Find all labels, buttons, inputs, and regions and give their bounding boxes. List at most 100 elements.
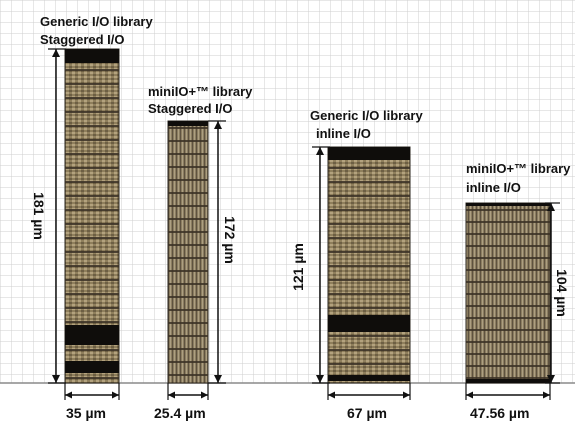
generic-staggered-die-stripe: [65, 181, 119, 183]
generic-staggered-die-stripe: [65, 321, 119, 323]
generic-inline-die-stripe: [328, 349, 410, 351]
miniio-staggered-title-line1: miniIO+™ library: [148, 84, 253, 99]
generic-staggered-die-stripe: [65, 237, 119, 239]
miniio-inline-height-dim-arrow-down: [547, 375, 555, 383]
miniio-inline-width-dim-arrow-right: [543, 391, 550, 399]
miniio-inline-height-label: 104 µm: [554, 269, 570, 317]
miniio-staggered-height-dim-arrow-up: [214, 121, 222, 129]
generic-staggered-die-stripe: [65, 125, 119, 127]
miniio-inline-die-stripe: [466, 317, 550, 319]
generic-staggered-die-stripe: [65, 223, 119, 225]
generic-inline-die-stripe: [328, 237, 410, 239]
miniio-inline-title-line1: miniIO+™ library: [466, 161, 571, 176]
miniio-inline-die-stripe: [466, 245, 550, 247]
miniio-staggered-die-stripe: [168, 374, 208, 376]
miniio-inline-die-dark-band: [466, 379, 550, 383]
miniio-inline-die-stripe: [466, 305, 550, 307]
generic-inline-die-dark-band: [328, 147, 410, 160]
generic-staggered-width-label: 35 µm: [66, 405, 106, 421]
generic-staggered-die-stripe: [65, 153, 119, 155]
generic-inline-die-stripe: [328, 195, 410, 197]
miniio-staggered-die-stripe: [168, 322, 208, 324]
generic-inline-die-stripe: [328, 167, 410, 169]
generic-staggered-height-dim-arrow-up: [52, 49, 60, 57]
generic-inline-die-stripe: [328, 279, 410, 281]
miniio-staggered-die-stripe: [168, 231, 208, 233]
miniio-staggered-die-stripe: [168, 283, 208, 285]
miniio-staggered-die-stripe: [168, 335, 208, 337]
generic-inline-die-stripe: [328, 293, 410, 295]
miniio-staggered-die-stripe: [168, 192, 208, 194]
generic-inline-title-line2: inline I/O: [316, 126, 371, 141]
miniio-staggered-die-stripe: [168, 205, 208, 207]
miniio-inline-die-stripe: [466, 221, 550, 223]
miniio-staggered-height-dim-arrow-down: [214, 375, 222, 383]
miniio-staggered-title-line2: Staggered I/O: [148, 101, 233, 116]
miniio-staggered-die-stripe: [168, 179, 208, 181]
generic-inline-die-stripe: [328, 223, 410, 225]
miniio-inline-die-stripe: [466, 377, 550, 379]
miniio-inline-die-stripe: [466, 269, 550, 271]
generic-inline-title-line1: Generic I/O library: [310, 108, 423, 123]
generic-staggered-die-stripe: [65, 377, 119, 379]
generic-staggered-height-dim-arrow-down: [52, 375, 60, 383]
generic-staggered-die-stripe: [65, 251, 119, 253]
generic-staggered-die-stripe: [65, 279, 119, 281]
generic-staggered-die-stripe: [65, 83, 119, 85]
generic-staggered-die-stripe: [65, 97, 119, 99]
generic-inline-die-stripe: [328, 363, 410, 365]
generic-staggered-width-dim-arrow-right: [112, 391, 119, 399]
miniio-inline-width-dim-arrow-left: [466, 391, 473, 399]
miniio-staggered-die-stripe: [168, 244, 208, 246]
miniio-staggered-die-stripe: [168, 348, 208, 350]
miniio-staggered-die-stripe: [168, 309, 208, 311]
miniio-staggered-die-stripe: [168, 296, 208, 298]
generic-inline-height-dim-arrow-up: [316, 147, 324, 155]
generic-inline-height-dim-arrow-down: [316, 375, 324, 383]
miniio-inline-die-stripe: [466, 341, 550, 343]
miniio-inline-die-stripe: [466, 353, 550, 355]
miniio-staggered-die-stripe: [168, 361, 208, 363]
miniio-staggered-die: [167, 120, 209, 384]
miniio-inline-height-dim-arrow-up: [547, 203, 555, 211]
miniio-staggered-die-stripe: [168, 153, 208, 155]
generic-inline-die-stripe: [328, 251, 410, 253]
miniio-inline-die-stripe: [466, 233, 550, 235]
miniio-inline-die-stripe: [466, 281, 550, 283]
miniio-inline-die-dark-band: [466, 203, 550, 206]
miniio-staggered-die-stripe: [168, 127, 208, 129]
miniio-staggered-die-stripe: [168, 166, 208, 168]
miniio-inline-die-stripe: [466, 209, 550, 211]
miniio-inline-die-stripe: [466, 257, 550, 259]
miniio-staggered-width-dim-arrow-right: [201, 391, 208, 399]
generic-staggered-die-stripe: [65, 209, 119, 211]
generic-staggered-title-line2: Staggered I/O: [40, 32, 125, 47]
generic-inline-die-dark-band: [328, 315, 410, 332]
miniio-staggered-die-dark-band: [168, 121, 208, 126]
miniio-staggered-die-stripe: [168, 257, 208, 259]
generic-inline-die-stripe: [328, 181, 410, 183]
generic-inline-height-label: 121 µm: [290, 243, 306, 291]
generic-staggered-height-label: 181 µm: [31, 192, 47, 240]
generic-staggered-die-dark-band: [65, 325, 119, 345]
generic-inline-die-stripe: [328, 209, 410, 211]
miniio-staggered-die-stripe: [168, 218, 208, 220]
generic-inline-die-stripe: [328, 265, 410, 267]
generic-inline-die-stripe: [328, 335, 410, 337]
miniio-inline-die-stripe: [466, 329, 550, 331]
miniio-inline-die-stripe: [466, 293, 550, 295]
generic-staggered-width-dim-arrow-left: [65, 391, 72, 399]
miniio-staggered-width-dim-arrow-left: [168, 391, 175, 399]
generic-staggered-die-stripe: [65, 307, 119, 309]
generic-staggered-die-stripe: [65, 167, 119, 169]
generic-staggered-die-dark-band: [65, 49, 119, 63]
miniio-inline-die-stripe: [466, 365, 550, 367]
generic-inline-die-dark-band: [328, 375, 410, 381]
miniio-staggered-die-stripe: [168, 140, 208, 142]
generic-inline-width-dim-arrow-left: [328, 391, 335, 399]
generic-staggered-die-stripe: [65, 139, 119, 141]
generic-inline-width-dim-arrow-right: [403, 391, 410, 399]
generic-inline-die-stripe: [328, 307, 410, 309]
